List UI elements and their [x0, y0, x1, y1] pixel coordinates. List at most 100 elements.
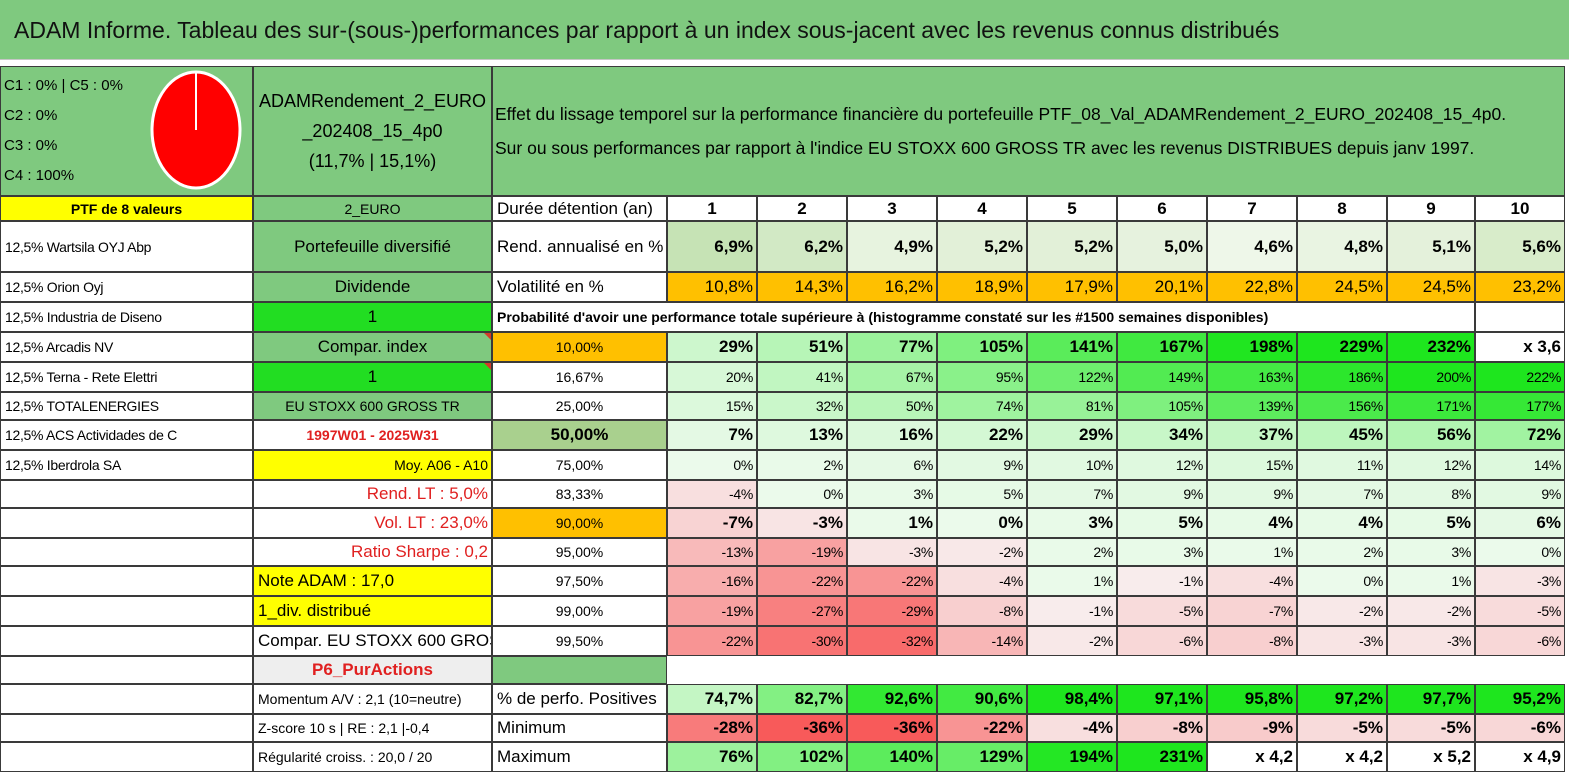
quantile-value[interactable]: 1% [1027, 566, 1117, 596]
quantile-value[interactable]: 141% [1027, 332, 1117, 362]
stat-value[interactable]: 76% [667, 742, 757, 772]
holding-row[interactable]: 12,5% TOTALENERGIES [0, 392, 253, 420]
info-sharpe-ratio[interactable]: Ratio Sharpe : 0,2 [253, 538, 492, 566]
quantile-value[interactable]: -8% [1207, 626, 1297, 656]
empty-cell[interactable] [0, 538, 253, 566]
empty-cell[interactable] [0, 714, 253, 742]
quantile-value[interactable]: 74% [937, 392, 1027, 420]
quantile-value[interactable]: 7% [1027, 480, 1117, 508]
quantile-value[interactable]: 3% [1387, 538, 1475, 566]
quantile-value[interactable]: 81% [1027, 392, 1117, 420]
annual-return-value[interactable]: 5,0% [1117, 221, 1207, 272]
stat-label[interactable]: Maximum [492, 742, 667, 772]
stat-value[interactable]: 90,6% [937, 684, 1027, 714]
quantile-value[interactable]: -19% [667, 596, 757, 626]
annual-return-value[interactable]: 5,2% [1027, 221, 1117, 272]
volatility-label[interactable]: Volatilité en % [492, 272, 667, 302]
quantile-value[interactable]: 200% [1387, 362, 1475, 392]
year-header[interactable]: 8 [1297, 196, 1387, 221]
stat-value[interactable]: 97,2% [1297, 684, 1387, 714]
annual-return-value[interactable]: 6,2% [757, 221, 847, 272]
stat-value[interactable]: 92,6% [847, 684, 937, 714]
empty-cell[interactable] [492, 656, 667, 684]
quantile-value[interactable]: -7% [667, 508, 757, 538]
holding-row[interactable]: 12,5% Industria de Diseno [0, 302, 253, 332]
year-header[interactable]: 7 [1207, 196, 1297, 221]
year-header[interactable]: 2 [757, 196, 847, 221]
quantile-value[interactable]: -6% [1475, 626, 1565, 656]
quantile-value[interactable]: -19% [757, 538, 847, 566]
stat-value[interactable]: 231% [1117, 742, 1207, 772]
quantile-value[interactable]: 139% [1207, 392, 1297, 420]
quantile-value[interactable]: 22% [937, 420, 1027, 450]
quantile-value[interactable]: 77% [847, 332, 937, 362]
year-header[interactable]: 9 [1387, 196, 1475, 221]
info-period[interactable]: 1997W01 - 2025W31 [253, 420, 492, 450]
quantile-value[interactable]: -30% [757, 626, 847, 656]
quantile-value[interactable]: -22% [757, 566, 847, 596]
holding-row[interactable]: 12,5% Arcadis NV [0, 332, 253, 362]
info-adam-score[interactable]: Note ADAM : 17,0 [253, 566, 492, 596]
stat-value[interactable]: x 4,9 [1475, 742, 1565, 772]
stat-value[interactable]: 95,8% [1207, 684, 1297, 714]
holding-row[interactable]: 12,5% Wartsila OYJ Abp [0, 221, 253, 272]
holding-row[interactable]: 12,5% Iberdrola SA [0, 450, 253, 480]
quantile-value[interactable]: 8% [1387, 480, 1475, 508]
year-header[interactable]: 4 [937, 196, 1027, 221]
quantile-value[interactable]: -2% [937, 538, 1027, 566]
quantile-value[interactable]: 32% [757, 392, 847, 420]
quantile-value[interactable]: 95% [937, 362, 1027, 392]
quantile-value[interactable]: 45% [1297, 420, 1387, 450]
quantile-value[interactable]: 2% [1297, 538, 1387, 566]
quantile-value[interactable]: 2% [1027, 538, 1117, 566]
stat-value[interactable]: 194% [1027, 742, 1117, 772]
quantile-value[interactable]: 167% [1117, 332, 1207, 362]
quantile-value[interactable]: 12% [1387, 450, 1475, 480]
empty-cell[interactable] [0, 626, 253, 656]
quantile-value[interactable]: 105% [937, 332, 1027, 362]
quantile-value[interactable]: 5% [937, 480, 1027, 508]
quantile-value[interactable]: -16% [667, 566, 757, 596]
quantile-value[interactable]: 12% [1117, 450, 1207, 480]
annual-return-value[interactable]: 5,6% [1475, 221, 1565, 272]
stat-value[interactable]: 140% [847, 742, 937, 772]
holding-row[interactable]: 12,5% Orion Oyj [0, 272, 253, 302]
empty-cell[interactable] [1475, 302, 1565, 332]
quantile-value[interactable]: 72% [1475, 420, 1565, 450]
info-zscore[interactable]: Z-score 10 s | RE : 2,1 |-0,4 [253, 714, 492, 742]
annual-return-value[interactable]: 4,9% [847, 221, 937, 272]
empty-cell[interactable] [0, 684, 253, 714]
quantile-value[interactable]: 3% [1027, 508, 1117, 538]
quantile-value[interactable]: 0% [667, 450, 757, 480]
quantile-value[interactable]: -1% [1027, 596, 1117, 626]
quantile-label[interactable]: 90,00% [492, 508, 667, 538]
quantile-value[interactable]: 122% [1027, 362, 1117, 392]
stat-value[interactable]: -5% [1387, 714, 1475, 742]
annual-return-label[interactable]: Rend. annualisé en % [492, 221, 667, 272]
stat-value[interactable]: x 5,2 [1387, 742, 1475, 772]
info-index-name[interactable]: EU STOXX 600 GROSS TR [253, 392, 492, 420]
quantile-value[interactable]: 171% [1387, 392, 1475, 420]
quantile-value[interactable]: 0% [1475, 538, 1565, 566]
quantile-value[interactable]: 3% [1117, 538, 1207, 566]
stat-value[interactable]: -4% [1027, 714, 1117, 742]
quantile-value[interactable]: -5% [1475, 596, 1565, 626]
stat-value[interactable]: -36% [847, 714, 937, 742]
empty-cell[interactable] [0, 656, 253, 684]
info-profile[interactable]: P6_PurActions [253, 656, 492, 684]
annual-return-value[interactable]: 6,9% [667, 221, 757, 272]
quantile-value[interactable]: 4% [1297, 508, 1387, 538]
stat-value[interactable]: -9% [1207, 714, 1297, 742]
year-header[interactable]: 1 [667, 196, 757, 221]
annual-return-value[interactable]: 4,6% [1207, 221, 1297, 272]
quantile-label[interactable]: 95,00% [492, 538, 667, 566]
quantile-value[interactable]: 9% [1475, 480, 1565, 508]
empty-cell[interactable] [0, 596, 253, 626]
volatility-value[interactable]: 16,2% [847, 272, 937, 302]
quantile-value[interactable]: -3% [1297, 626, 1387, 656]
portfolio-header[interactable]: PTF de 8 valeurs [0, 196, 253, 221]
quantile-label[interactable]: 10,00% [492, 332, 667, 362]
quantile-label[interactable]: 50,00% [492, 420, 667, 450]
quantile-label[interactable]: 16,67% [492, 362, 667, 392]
quantile-value[interactable]: 186% [1297, 362, 1387, 392]
